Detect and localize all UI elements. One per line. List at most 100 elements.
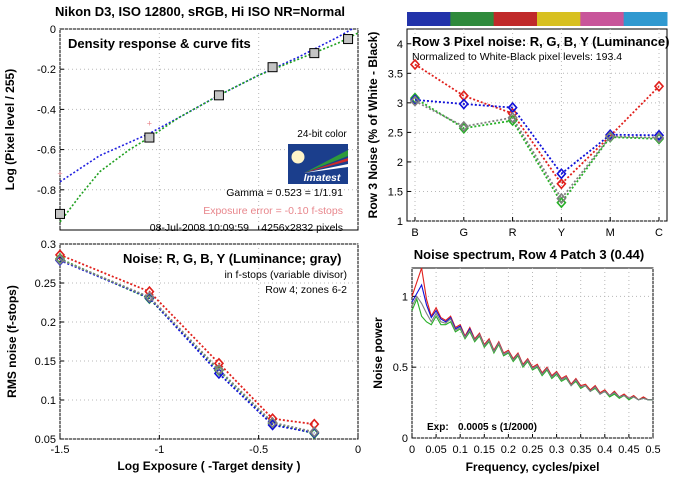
noise-red-line xyxy=(59,254,315,426)
color-strip-patch xyxy=(580,12,625,26)
pixnoise-gray-line xyxy=(414,100,660,201)
pixnoise-category-label: Y xyxy=(558,227,566,239)
noise-title: Noise: R, G, B, Y (Luminance; gray) xyxy=(123,251,341,266)
pixnoise-blue-point xyxy=(556,168,567,180)
spectrum-ylabel: Noise power xyxy=(371,317,385,389)
spectrum-xtick-label: 0.3 xyxy=(549,444,564,456)
noise-xtick-label: -1 xyxy=(154,444,164,456)
pixnoise-category-label: R xyxy=(509,227,517,239)
spectrum-title: Noise spectrum, Row 4 Patch 3 (0.44) xyxy=(414,247,644,262)
pixnoise-subtitle: Normalized to White-Black pixel levels: … xyxy=(412,51,622,63)
pixnoise-category-label: G xyxy=(460,227,469,239)
noise-ylabel: RMS noise (f-stops) xyxy=(5,285,19,398)
noise-ytick-label: 0.3 xyxy=(41,239,56,251)
pixnoise-category-label: C xyxy=(655,227,663,239)
pixnoise-green-line xyxy=(414,97,660,205)
noise-xtick-label: -1.5 xyxy=(51,444,70,456)
density-pink-marker: + xyxy=(147,118,152,128)
noise-gray-point xyxy=(213,363,225,376)
pixnoise-blue-line xyxy=(414,99,660,175)
noise-subtitle: in f-stops (variable divisor) xyxy=(224,269,347,281)
pixnoise-ytick-label: 3.5 xyxy=(388,68,403,80)
pixnoise-ytick-label: 3 xyxy=(397,98,403,110)
spectrum-ytick-label: 0.5 xyxy=(393,362,408,374)
density-point xyxy=(144,132,155,143)
spectrum-xtick-label: 0.45 xyxy=(618,444,639,456)
density-point xyxy=(343,34,354,45)
spectrum-green-line xyxy=(411,297,653,401)
pixnoise-blue-point xyxy=(605,129,616,141)
density-pink-marker: + xyxy=(57,169,62,179)
logo-red-stripe xyxy=(304,158,348,173)
pixnoise-gray-point xyxy=(556,192,567,205)
pixnoise-ytick-label: 2.5 xyxy=(388,127,403,139)
spectrum-ytick-label: 1 xyxy=(402,291,408,303)
spectrum-xtick-label: 0.1 xyxy=(453,444,468,456)
density-frame xyxy=(59,28,359,231)
color-strip-patch xyxy=(537,12,581,26)
pixnoise-green-point xyxy=(409,92,421,104)
logo-sun-icon xyxy=(291,150,305,164)
date-text: 08-Jul-2008 10:09:59 xyxy=(150,222,249,234)
density-ytick-label: 0 xyxy=(50,24,56,36)
noise-gray-point xyxy=(54,253,66,266)
density-ytick-label: -0.8 xyxy=(37,185,56,197)
pixnoise-ytick-label: 4 xyxy=(397,39,403,51)
pixnoise-red-point xyxy=(409,58,421,71)
density-fit-green-line xyxy=(59,32,359,223)
pixnoise-title: Row 3 Pixel noise: R, G, B, Y (Luminance… xyxy=(412,34,669,49)
noise-xlabel: Log Exposure ( -Target density ) xyxy=(117,459,300,473)
spectrum-xtick-label: 0.5 xyxy=(645,444,660,456)
density-point xyxy=(309,48,320,59)
pixnoise-gray-point xyxy=(653,131,665,144)
spectrum-xtick-label: 0 xyxy=(409,444,415,456)
density-title: Density response & curve fits xyxy=(68,36,251,51)
noise-gray-line xyxy=(59,258,315,433)
noise-frame xyxy=(59,243,359,440)
logo-name: Imatest xyxy=(304,172,341,184)
pixnoise-red-line xyxy=(414,63,660,186)
color-strip-patch xyxy=(623,12,668,26)
noise-gray-point xyxy=(267,416,278,429)
spectrum-xtick-label: 0.4 xyxy=(597,444,612,456)
noise-gray-point xyxy=(309,426,320,438)
color-strip-patch xyxy=(493,12,538,26)
noise-ytick-label: 0.2 xyxy=(41,317,56,329)
logo-green-stripe xyxy=(304,150,348,173)
spectrum-exposure-label: Exp: xyxy=(427,422,449,433)
density-point xyxy=(213,90,224,101)
exposure-error-text: Exposure error = -0.10 f-stops xyxy=(203,205,343,217)
noise-xtick-label: -0.5 xyxy=(249,444,268,456)
spectrum-ytick-label: 0 xyxy=(402,433,408,445)
pixnoise-frame xyxy=(406,28,668,222)
pixnoise-blue-point xyxy=(458,98,469,110)
noise-subtitle2: Row 4; zones 6-2 xyxy=(265,284,347,296)
pixnoise-ytick-label: 2 xyxy=(397,157,403,169)
color-strip-patch xyxy=(450,12,495,26)
logo-white-stripe xyxy=(304,164,348,173)
noise-gray-point xyxy=(144,291,155,303)
spectrum-xtick-label: 0.2 xyxy=(501,444,516,456)
pixnoise-gray-point xyxy=(605,130,616,143)
spectrum-exposure-value: 0.0005 s (1/2000) xyxy=(458,422,537,433)
spectrum-xtick-label: 0.05 xyxy=(425,444,446,456)
density-ytick-label: -0.6 xyxy=(37,145,56,157)
pixnoise-ytick-label: 1.5 xyxy=(388,186,403,198)
pixnoise-ylabel: Row 3 Noise (% of White - Black) xyxy=(366,32,380,219)
noise-ytick-label: 0.25 xyxy=(35,278,56,290)
pixnoise-gray-point xyxy=(507,111,518,124)
spectrum-gray-line xyxy=(411,295,653,401)
density-ylabel: Log (Pixel level / 255) xyxy=(3,69,17,190)
pixels-text: 4256x2832 pixels xyxy=(261,222,343,234)
spectrum-xtick-label: 0.35 xyxy=(570,444,591,456)
pixnoise-red-point xyxy=(556,178,567,190)
pixnoise-category-label: M xyxy=(606,227,615,239)
noise-ytick-label: 0.05 xyxy=(35,434,56,446)
color-strip-patch xyxy=(407,12,451,26)
logo-caption: 24-bit color xyxy=(297,129,347,140)
pixnoise-ytick-label: 1 xyxy=(397,216,403,228)
spectrum-xlabel: Frequency, cycles/pixel xyxy=(466,460,600,474)
spectrum-xtick-label: 0.15 xyxy=(474,444,495,456)
figure-title: Nikon D3, ISO 12800, sRGB, Hi ISO NR=Nor… xyxy=(55,4,345,19)
